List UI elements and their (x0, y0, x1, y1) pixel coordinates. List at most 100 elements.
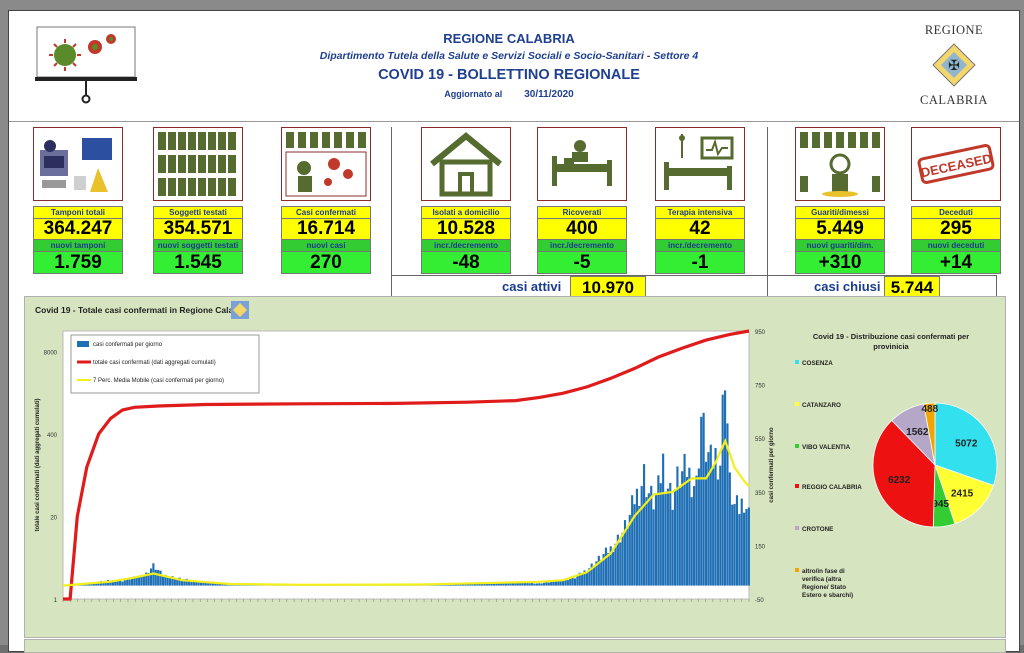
tile-sub-label: nuovi casi (281, 240, 371, 252)
indicator-tiles: Tamponi totali 364.247 nuovi tamponi 1.7… (23, 127, 1013, 299)
daily-case-bar (745, 509, 747, 586)
daily-case-bar (572, 577, 574, 585)
daily-case-bar (681, 471, 683, 585)
pie-slice-label: 488 (921, 404, 938, 415)
daily-case-bar (748, 507, 750, 585)
right-axis-tick-label: 950 (755, 330, 766, 336)
daily-case-bar (674, 489, 676, 585)
chart-panel: Covid 19 - Totale casi confermati in Reg… (24, 296, 1006, 638)
pie-legend-label: REGGIO CALABRIA (802, 484, 862, 491)
legend-label: 7 Perc. Media Mobile (casi confermati pe… (93, 378, 224, 384)
daily-case-bar (698, 468, 700, 585)
pie-legend-swatch (795, 444, 799, 448)
daily-case-bar (129, 580, 131, 586)
daily-case-bar (741, 499, 743, 586)
pie-legend-swatch (795, 484, 799, 488)
pie-legend-label: altro/in fase di (802, 568, 845, 575)
daily-case-bar (600, 560, 602, 586)
tile-sub-label: nuovi deceduti (911, 240, 1001, 252)
daily-case-bar (193, 582, 195, 586)
tile-sub-value: -5 (537, 252, 627, 274)
pie-slice-label: 6232 (888, 475, 911, 486)
daily-case-bar (717, 479, 719, 585)
update-date: 30/11/2020 (524, 89, 574, 100)
daily-case-bar (167, 578, 169, 586)
daily-case-bar (619, 542, 621, 585)
left-axis-tick-label: 8000 (44, 350, 58, 356)
tile-value: 5.449 (795, 219, 885, 240)
daily-case-bar (650, 486, 652, 586)
update-label: Aggiornato al (444, 89, 502, 99)
daily-case-bar (734, 504, 736, 586)
daily-case-bar (586, 572, 588, 585)
daily-case-bar (693, 486, 695, 586)
daily-case-bar (533, 584, 535, 586)
daily-case-bar (710, 445, 712, 586)
daily-case-bar (531, 583, 533, 586)
daily-case-bar (622, 533, 624, 586)
tile-sub-label: incr./decremento (421, 240, 511, 252)
daily-case-bar (703, 413, 705, 586)
daily-case-bar (157, 570, 159, 586)
tile-sub-label: nuovi soggetti testati (153, 240, 243, 252)
pie-slice-label: 945 (932, 499, 949, 510)
daily-case-bar (200, 583, 202, 586)
daily-case-bar (159, 571, 161, 586)
daily-case-bar (614, 544, 616, 586)
tile-sub-value: 1.759 (33, 252, 123, 274)
daily-case-bar (736, 495, 738, 585)
crest-bottom-text: CALABRIA (914, 93, 994, 108)
crest-top-text: REGIONE (914, 23, 994, 38)
daily-case-bar (605, 548, 607, 586)
daily-case-bar (543, 583, 545, 586)
pie-slice-label: 5072 (955, 439, 978, 450)
daily-case-bar (688, 468, 690, 586)
lab-test-icon (33, 127, 123, 201)
legend-label: casi confermati per giorno (93, 342, 163, 348)
daily-case-bar (598, 556, 600, 586)
legend-swatch (77, 341, 89, 347)
tile-value: 42 (655, 219, 745, 240)
daily-case-bar (529, 583, 531, 585)
pie-legend-label: VIBO VALENTIA (802, 444, 851, 451)
tile-casi: Casi confermati 16.714 nuovi casi 270 (281, 127, 371, 274)
tile-value: 10.528 (421, 219, 511, 240)
pie-chart-title: Covid 19 - Distribuzione casi confermati… (813, 332, 969, 341)
daily-case-bar (536, 583, 538, 585)
right-axis-tick-label: 350 (755, 491, 766, 497)
tile-sub-label: nuovi tamponi (33, 240, 123, 252)
daily-case-bar (700, 417, 702, 586)
pie-legend-swatch (795, 526, 799, 530)
region-title: REGIONE CALABRIA (299, 31, 719, 46)
daily-case-bar (669, 483, 671, 586)
daily-case-bar (667, 489, 669, 586)
pie-legend-swatch (795, 402, 799, 406)
daily-case-bar (738, 514, 740, 586)
right-axis-tick-label: -50 (755, 598, 764, 604)
pie-legend-label: verifica (altra (802, 576, 842, 583)
right-axis-tick-label: 550 (755, 437, 766, 443)
daily-case-bar (136, 577, 138, 585)
daily-case-bar (686, 477, 688, 586)
tile-sub-value: -48 (421, 252, 511, 274)
daily-case-bar (574, 578, 576, 585)
right-axis-tick-label: 150 (755, 544, 766, 550)
virus-projector-icon (35, 25, 137, 105)
right-axis-title: casi confermati per giorno (769, 427, 775, 503)
daily-case-bar (695, 476, 697, 586)
daily-case-bar (679, 488, 681, 586)
tile-value: 16.714 (281, 219, 371, 240)
tile-sub-value: 1.545 (153, 252, 243, 274)
daily-case-bar (555, 582, 557, 586)
legend-label: totale casi confermati (dati aggregati c… (93, 360, 216, 366)
pie-legend-label: CATANZARO (802, 402, 841, 409)
daily-case-bar (612, 552, 614, 586)
pie-legend-label: Regione/ Stato (802, 584, 846, 591)
daily-case-bar (162, 576, 164, 586)
infected-person-icon (281, 127, 371, 201)
daily-case-bar (691, 497, 693, 585)
daily-case-bar (140, 577, 142, 586)
daily-case-bar (550, 582, 552, 586)
daily-case-bar (631, 495, 633, 585)
